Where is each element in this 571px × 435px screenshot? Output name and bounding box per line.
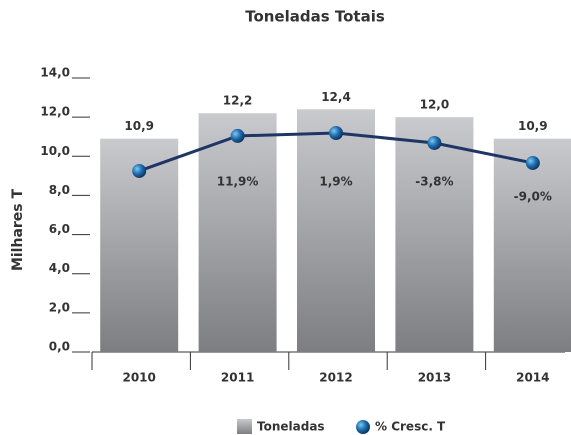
y-tick-label: 12,0 [40, 105, 70, 119]
point-label: -9,0% [514, 189, 552, 203]
x-tick-label: 2013 [418, 371, 451, 385]
point-label: 1,9% [319, 175, 352, 189]
bar-value-label: 12,4 [321, 90, 351, 104]
line-point [329, 125, 343, 140]
y-tick-label: 4,0 [49, 261, 70, 275]
bar [395, 117, 474, 353]
bar-value-label: 10,9 [518, 119, 548, 133]
bar-value-label: 12,0 [420, 98, 450, 112]
y-tick-label: 8,0 [49, 183, 70, 197]
legend-swatch [237, 419, 252, 434]
line-point [525, 155, 540, 170]
y-tick-label: 10,0 [40, 144, 70, 158]
legend-label: Toneladas [257, 420, 325, 434]
x-tick-label: 2011 [221, 371, 254, 385]
y-tick-label: 0,0 [49, 340, 70, 354]
point-label: -3,8% [415, 175, 453, 189]
y-tick-label: 6,0 [49, 222, 70, 236]
x-tick-label: 2010 [122, 371, 155, 385]
legend-label: % Cresc. T [375, 420, 446, 434]
bar-value-label: 10,9 [124, 119, 154, 133]
line-point [427, 135, 442, 150]
bar-value-label: 12,2 [223, 94, 253, 108]
chart-title: Toneladas Totais [245, 8, 385, 26]
y-tick-label: 14,0 [40, 66, 70, 80]
bar [297, 109, 375, 352]
line-point [132, 163, 147, 178]
bar [493, 138, 571, 352]
y-axis-label: Milhares T [10, 189, 26, 272]
point-label: 11,9% [217, 175, 259, 189]
legend-swatch [356, 420, 370, 434]
x-tick-label: 2014 [516, 371, 549, 385]
x-tick-label: 2012 [319, 371, 352, 385]
line-point [230, 128, 245, 143]
bar [198, 113, 277, 352]
y-tick-label: 2,0 [49, 300, 70, 314]
